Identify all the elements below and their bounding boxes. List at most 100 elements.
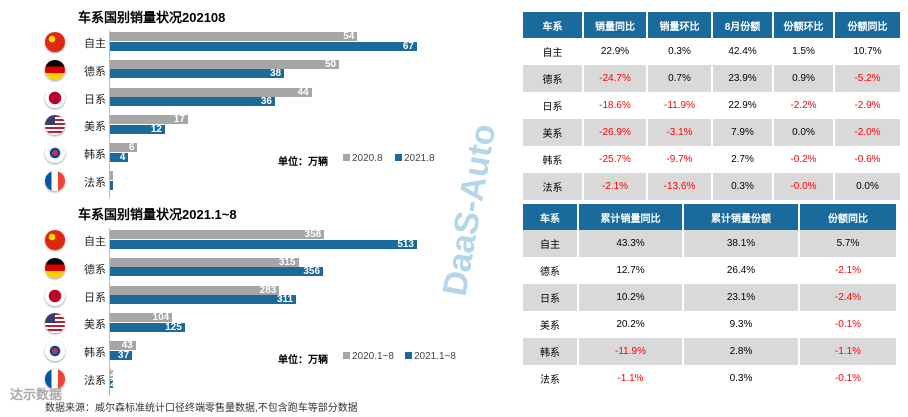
bar-2020.1~8-美系: 104	[110, 313, 173, 323]
table-cell: 2.8%	[683, 338, 800, 365]
table-cell: 0.9%	[773, 65, 835, 92]
table-cell: 43.3%	[578, 230, 684, 257]
table-cell: 23.9%	[712, 65, 774, 92]
category-label: 自主	[84, 236, 106, 248]
france-flag-icon	[45, 171, 65, 191]
legend-item: 2021.8	[395, 153, 435, 164]
legend-item: 2021.1~8	[405, 351, 456, 362]
category-label: 法系	[84, 177, 106, 189]
table-cell: 韩系	[523, 338, 579, 365]
japan-flag-icon	[45, 285, 65, 306]
category-label: 日系	[84, 93, 106, 106]
table-cell: 0.3%	[712, 173, 774, 200]
category-label: 德系	[84, 65, 106, 78]
bar-2021.1~8-自主: 513	[110, 239, 417, 249]
legend-label: 2021.1~8	[414, 351, 456, 362]
bar-2020.8-德系: 50	[110, 59, 340, 69]
bar-2021.8-韩系: 4	[110, 152, 129, 162]
table-cell: -0.6%	[834, 146, 902, 173]
table-cell: 德系	[523, 65, 584, 92]
table-cell: 42.4%	[712, 38, 774, 65]
column-header: 车系	[523, 204, 579, 230]
unit-label: 单位：万辆	[278, 157, 328, 168]
footnote: 数据来源：威尔森标准统计口径终端零售量数据,不包含跑车等部分数据	[45, 403, 358, 414]
column-header: 份额环比	[773, 12, 835, 38]
chart-title: 车系国别销量状况202108	[78, 10, 226, 25]
category-label: 美系	[84, 319, 106, 332]
table2: 车系 累计销量同比 累计销量份额 份额同比 自主 43.3% 38.1% 5.7% 德系 12.7…	[523, 204, 898, 392]
usa-flag-icon	[45, 313, 65, 334]
bar-2020.1~8-德系: 315	[110, 257, 299, 267]
category-label: 美系	[84, 121, 106, 134]
table-cell: -0.1%	[799, 365, 898, 392]
legend-item: 2020.8	[343, 153, 383, 164]
table-row: 日系 -18.6% -11.9% 22.9% -2.2% -2.9%	[523, 92, 902, 119]
table-row: 自主 22.9% 0.3% 42.4% 1.5% 10.7%	[523, 38, 902, 65]
usa-flag-icon	[45, 115, 65, 136]
header-row: 车系 销量同比 销量环比 8月份额 份额环比 份额同比	[523, 12, 902, 38]
table-cell: 0.0%	[834, 173, 902, 200]
table-cell: -0.1%	[799, 311, 898, 338]
table-row: 韩系 -11.9% 2.8% -1.1%	[523, 338, 898, 365]
table-cell: -26.9%	[583, 119, 648, 146]
table-cell: -5.2%	[834, 65, 902, 92]
table-cell: 38.1%	[683, 230, 800, 257]
table-row: 德系 -24.7% 0.7% 23.9% 0.9% -5.2%	[523, 65, 902, 92]
table-cell: 自主	[523, 38, 584, 65]
category-label: 自主	[84, 38, 106, 50]
category-label: 韩系	[84, 149, 106, 162]
table-cell: 10.2%	[578, 284, 684, 311]
table-cell: 0.0%	[773, 119, 835, 146]
bar-2021.8-日系: 36	[110, 97, 275, 107]
column-header: 累计销量份额	[683, 204, 800, 230]
column-header: 8月份额	[712, 12, 774, 38]
bar-2021.8-法系	[110, 180, 113, 190]
bar-2021.1~8-韩系: 37	[110, 350, 133, 360]
bar-2020.8-自主: 54	[110, 32, 358, 42]
category-label: 日系	[84, 291, 106, 304]
bar-2021.1~8-德系: 356	[110, 267, 324, 277]
table-cell: 26.4%	[683, 257, 800, 284]
germany-flag-icon	[45, 257, 65, 278]
table-cell: -2.2%	[773, 92, 835, 119]
table-cell: 德系	[523, 257, 579, 284]
table-cell: -0.2%	[773, 146, 835, 173]
table-cell: 20.2%	[578, 311, 684, 338]
legend-label: 2020.1~8	[352, 351, 394, 362]
table-cell: -2.0%	[834, 119, 902, 146]
axis-line	[109, 30, 110, 198]
table-cell: 22.9%	[712, 92, 774, 119]
table-cell: -13.6%	[647, 173, 713, 200]
table-row: 韩系 -25.7% -9.7% 2.7% -0.2% -0.6%	[523, 146, 902, 173]
table-cell: 2.7%	[712, 146, 774, 173]
chart-title: 车系国别销量状况2021.1~8	[78, 207, 237, 222]
bar-2020.8-美系: 17	[110, 115, 188, 125]
bar-2020.8-法系	[110, 171, 113, 180]
bar-2021.1~8-美系: 125	[110, 322, 185, 332]
column-header: 累计销量同比	[578, 204, 684, 230]
table-cell: -2.4%	[799, 284, 898, 311]
header-row: 车系 累计销量同比 累计销量份额 份额同比	[523, 204, 898, 230]
legend-item: 2020.1~8	[343, 351, 394, 362]
table-cell: 0.3%	[683, 365, 800, 392]
column-header: 份额同比	[834, 12, 902, 38]
bar-2021.8-德系: 38	[110, 69, 285, 79]
france-flag-icon	[45, 369, 65, 389]
table-cell: -18.6%	[583, 92, 648, 119]
bar-2021.1~8-日系: 311	[110, 295, 297, 305]
table-cell: 9.3%	[683, 311, 800, 338]
table-cell: 日系	[523, 284, 579, 311]
table-row: 德系 12.7% 26.4% -2.1%	[523, 257, 898, 284]
table-row: 法系 -2.1% -13.6% 0.3% -0.0% 0.0%	[523, 173, 902, 200]
unit-label: 单位：万辆	[278, 355, 328, 366]
category-label: 韩系	[84, 347, 106, 360]
column-header: 车系	[523, 12, 584, 38]
category-label: 法系	[84, 375, 106, 387]
table-cell: 美系	[523, 119, 584, 146]
table-cell: -11.9%	[647, 92, 713, 119]
bar-2021.8-美系: 12	[110, 124, 165, 134]
table-row: 自主 43.3% 38.1% 5.7%	[523, 230, 898, 257]
bar-2020.1~8-自主: 358	[110, 230, 325, 240]
bar-2020.8-日系: 44	[110, 87, 312, 97]
table-cell: 0.7%	[647, 65, 713, 92]
